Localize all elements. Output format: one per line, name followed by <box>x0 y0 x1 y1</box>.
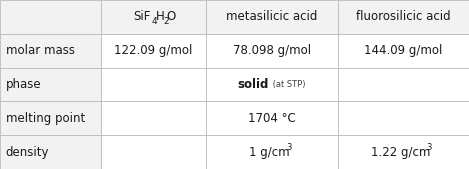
Bar <box>101 101 206 135</box>
Bar <box>101 68 206 101</box>
Bar <box>338 101 469 135</box>
Bar <box>206 68 338 101</box>
Text: 3: 3 <box>286 142 292 152</box>
Bar <box>101 135 206 169</box>
Bar <box>206 101 338 135</box>
Text: 144.09 g/mol: 144.09 g/mol <box>364 44 443 57</box>
Text: 1.22 g/cm: 1.22 g/cm <box>371 146 431 159</box>
Text: SiF: SiF <box>134 10 151 23</box>
Text: 78.098 g/mol: 78.098 g/mol <box>233 44 311 57</box>
Bar <box>338 0 469 34</box>
Bar <box>206 34 338 68</box>
Bar <box>0 135 101 169</box>
Text: fluorosilicic acid: fluorosilicic acid <box>356 10 451 23</box>
Bar <box>0 0 101 34</box>
Text: 4: 4 <box>152 17 157 26</box>
Text: density: density <box>6 146 49 159</box>
Text: 122.09 g/mol: 122.09 g/mol <box>114 44 193 57</box>
Bar <box>0 101 101 135</box>
Text: metasilicic acid: metasilicic acid <box>227 10 318 23</box>
Text: 1704 °C: 1704 °C <box>248 112 296 125</box>
Bar <box>206 0 338 34</box>
Bar <box>338 135 469 169</box>
Text: solid: solid <box>237 78 269 91</box>
Text: phase: phase <box>6 78 41 91</box>
Text: 2: 2 <box>163 17 168 26</box>
Bar <box>0 34 101 68</box>
Text: melting point: melting point <box>6 112 85 125</box>
Text: 3: 3 <box>426 142 431 152</box>
Text: (at STP): (at STP) <box>270 80 305 89</box>
Bar <box>101 34 206 68</box>
Text: O: O <box>167 10 176 23</box>
Text: molar mass: molar mass <box>6 44 75 57</box>
Bar <box>206 135 338 169</box>
Bar <box>338 68 469 101</box>
Text: 1 g/cm: 1 g/cm <box>250 146 290 159</box>
Bar <box>338 34 469 68</box>
Text: H: H <box>156 10 165 23</box>
Bar <box>101 0 206 34</box>
Bar <box>0 68 101 101</box>
